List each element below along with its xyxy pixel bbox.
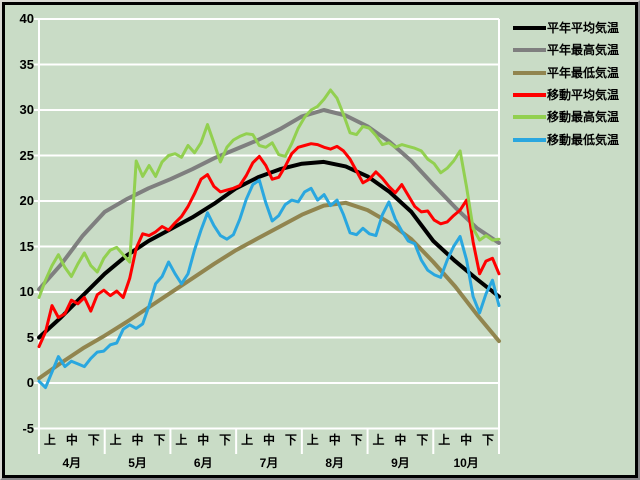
x-period-label: 上	[175, 433, 188, 447]
y-tick-label: 40	[19, 11, 34, 26]
x-period-label: 上	[306, 433, 319, 447]
legend-swatch-normal-mean	[513, 26, 546, 30]
x-period-label: 中	[65, 433, 78, 447]
series-line-moving-max	[37, 88, 501, 299]
x-period-label: 中	[394, 433, 407, 447]
x-month-label: 7月	[259, 456, 279, 470]
legend-swatch-moving-min	[513, 137, 546, 142]
y-tick-label: 35	[19, 56, 34, 72]
y-tick-label: 20	[19, 193, 34, 208]
y-tick-label: -5	[22, 420, 34, 436]
x-period-label: 上	[372, 433, 385, 447]
legend-item-moving-mean: 移動平均気温	[511, 85, 637, 105]
legend-item-moving-min: 移動最低気温	[511, 130, 637, 150]
series-line-moving-mean	[37, 142, 501, 349]
y-tick-label: 25	[19, 147, 34, 163]
x-period-label: 中	[197, 433, 210, 447]
x-month-label: 6月	[193, 456, 213, 470]
legend-label: 平年最低気温	[547, 65, 620, 80]
series-line-moving-min	[37, 178, 501, 390]
x-period-label: 上	[241, 433, 254, 447]
x-month-label: 8月	[325, 456, 345, 470]
x-period-label: 中	[460, 433, 473, 447]
x-period-label: 下	[284, 433, 297, 447]
x-period-label: 中	[262, 433, 275, 447]
y-tick-label: 10	[19, 284, 34, 299]
legend-label: 移動平均気温	[547, 87, 620, 102]
legend-item-normal-max: 平年最高気温	[511, 40, 637, 60]
legend-label: 平年平均気温	[547, 21, 620, 35]
x-month-label: 5月	[128, 456, 147, 470]
series-line-normal-min	[37, 200, 501, 381]
x-period-label: 下	[482, 433, 495, 447]
x-period-label: 中	[131, 433, 144, 447]
x-period-label: 上	[438, 433, 451, 447]
y-tick-label: 0	[26, 375, 34, 390]
y-tick-label: 30	[19, 102, 34, 117]
x-period-label: 下	[350, 433, 363, 447]
x-month-label: 10月	[453, 456, 479, 470]
series-line-normal-max	[37, 108, 501, 292]
legend-swatch-moving-mean	[513, 92, 546, 97]
y-tick-label: 5	[26, 329, 34, 345]
x-period-label: 上	[43, 433, 56, 447]
legend-item-moving-max: 移動最高気温	[511, 107, 637, 127]
x-period-label: 中	[328, 433, 341, 447]
legend-item-normal-min: 平年最低気温	[511, 63, 637, 83]
x-period-label: 下	[153, 433, 166, 447]
x-period-label: 下	[416, 433, 429, 447]
legend-item-normal-mean: 平年平均気温	[511, 18, 637, 38]
legend-label: 移動最低気温	[547, 132, 620, 147]
x-month-label: 9月	[391, 456, 410, 470]
legend-label: 移動最高気温	[547, 110, 620, 125]
legend-swatch-moving-max	[513, 115, 546, 120]
legend-label: 平年最高気温	[547, 43, 620, 58]
series-line-normal-mean	[37, 159, 501, 340]
legend-swatch-normal-max	[513, 48, 546, 53]
legend-swatch-normal-min	[513, 70, 546, 75]
y-tick-label: 15	[19, 238, 34, 254]
x-month-label: 4月	[62, 456, 82, 470]
x-period-label: 上	[109, 433, 122, 447]
x-period-label: 下	[219, 433, 232, 447]
x-period-label: 下	[87, 433, 100, 447]
